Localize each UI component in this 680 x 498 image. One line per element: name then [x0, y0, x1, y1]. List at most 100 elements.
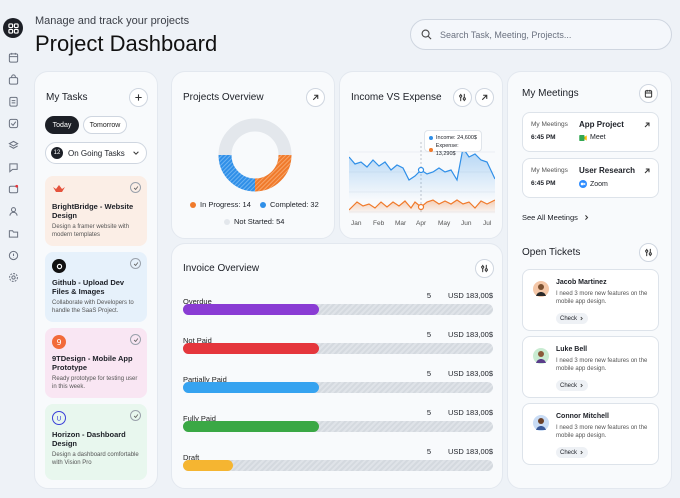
donut-segment-completed — [218, 154, 256, 192]
task-check-icon[interactable] — [130, 182, 141, 193]
right-panel: My Meetings My Meetings 6:45 PM App Proj… — [507, 71, 672, 489]
chevron-right-icon — [580, 450, 583, 455]
task-check-icon[interactable] — [130, 410, 141, 421]
alert-mail-icon[interactable] — [4, 180, 22, 198]
my-meetings-title: My Meetings — [522, 88, 579, 99]
invoice-amount: USD 183,00$ — [447, 369, 493, 378]
tick-label: Jun — [461, 220, 472, 227]
tooltip-expense: Expense: 13,290$ — [435, 143, 459, 157]
avatar — [533, 415, 549, 431]
settings-icon[interactable] — [4, 268, 22, 286]
meeting-card[interactable]: My Meetings 6:45 PM User Research Zoom — [522, 158, 659, 198]
invoice-row-draft[interactable]: Draft 5 USD 183,00$ — [183, 447, 493, 471]
meeting-card[interactable]: My Meetings 6:45 PM App Project Meet — [522, 112, 659, 152]
filter-button[interactable] — [475, 259, 494, 278]
task-desc: Design a dashboard comfortable with Visi… — [52, 452, 139, 466]
task-desc: Ready prototype for testing user in this… — [52, 376, 138, 390]
legend-in-progress: In Progress: 14 — [190, 200, 251, 209]
task-card[interactable]: U Horizon - Dashboard Design Design a da… — [45, 404, 147, 480]
brightbridge-logo-icon — [52, 183, 66, 197]
tick-label: Jul — [483, 220, 492, 227]
income-point-marker — [417, 166, 425, 174]
arrow-up-right-icon[interactable] — [643, 121, 651, 129]
task-filter-dropdown[interactable]: 12 On Going Tasks — [45, 142, 147, 164]
invoice-count: 5 — [426, 408, 431, 417]
check-button[interactable]: Check — [556, 447, 588, 458]
folder-icon[interactable] — [4, 224, 22, 242]
see-all-meetings-link[interactable]: See All Meetings — [522, 213, 590, 222]
expand-button[interactable] — [475, 88, 494, 107]
horizon-logo-icon: U — [52, 411, 66, 425]
ticket-message: I need 3 more new features on the mobile… — [556, 425, 648, 439]
sliders-icon — [459, 93, 466, 102]
income-expense-title: Income VS Expense — [351, 92, 442, 103]
task-desc: Design a framer website with modern temp… — [52, 224, 130, 238]
invoice-overview-title: Invoice Overview — [183, 263, 260, 274]
meeting-name: User Research — [579, 166, 636, 175]
invoice-row-partially-paid[interactable]: Partially Paid 5 USD 183,00$ — [183, 369, 493, 393]
invoice-count: 5 — [426, 330, 431, 339]
invoice-bar-fill — [183, 304, 320, 315]
check-square-icon[interactable] — [4, 114, 22, 132]
invoice-label: Not Paid — [183, 336, 212, 345]
donut-segment-in-progress — [254, 154, 292, 192]
open-tickets-title: Open Tickets — [522, 247, 581, 258]
search-input[interactable] — [440, 29, 660, 40]
expense-point-marker — [417, 203, 425, 211]
page-subtitle: Manage and track your projects — [35, 15, 190, 27]
task-check-icon[interactable] — [130, 334, 141, 345]
tab-tomorrow[interactable]: Tomorrow — [83, 116, 127, 134]
tab-today[interactable]: Today — [45, 116, 79, 134]
invoice-amount: USD 183,00$ — [447, 330, 493, 339]
help-icon[interactable] — [4, 246, 22, 264]
chevron-down-icon — [133, 151, 139, 155]
chevron-right-icon — [584, 215, 589, 220]
arrow-up-right-icon[interactable] — [643, 167, 651, 175]
invoice-progress-bar — [183, 304, 493, 315]
task-card[interactable]: BrightBridge - Website Design Design a f… — [45, 176, 147, 246]
chart-tooltip: Income: 24,600$ Expense: 13,290$ — [424, 130, 482, 157]
task-check-icon[interactable] — [130, 258, 141, 269]
invoice-progress-bar — [183, 421, 493, 432]
invoice-count: 5 — [426, 447, 431, 456]
ticket-card[interactable]: Connor Mitchell I need 3 more new featur… — [522, 403, 659, 465]
task-title: Github - Upload Dev Files & Images — [52, 278, 125, 296]
clipboard-icon[interactable] — [4, 92, 22, 110]
ticket-card[interactable]: Jacob Martinez I need 3 more new feature… — [522, 269, 659, 331]
calendar-icon[interactable] — [4, 48, 22, 66]
grid-icon[interactable] — [3, 18, 23, 38]
legend-not-started: Not Started: 54 — [224, 217, 284, 226]
calendar-button[interactable] — [639, 84, 658, 103]
ticket-card[interactable]: Luke Bell I need 3 more new features on … — [522, 336, 659, 398]
expand-button[interactable] — [306, 88, 325, 107]
task-card[interactable]: 9 9TDesign - Mobile App Prototype Ready … — [45, 328, 147, 398]
invoice-progress-bar — [183, 343, 493, 354]
check-button[interactable]: Check — [556, 380, 588, 391]
layers-icon[interactable] — [4, 136, 22, 154]
invoice-amount: USD 183,00$ — [447, 447, 493, 456]
invoice-label: Fully Paid — [183, 414, 216, 423]
invoice-overview-card: Invoice Overview Overdue 5 USD 183,00$ N… — [171, 243, 503, 489]
filter-button[interactable] — [639, 243, 658, 262]
add-task-button[interactable] — [129, 88, 148, 107]
meeting-label: My Meetings — [531, 121, 568, 128]
check-button[interactable]: Check — [556, 313, 588, 324]
invoice-row-fully-paid[interactable]: Fully Paid 5 USD 183,00$ — [183, 408, 493, 432]
ticket-name: Luke Bell — [556, 346, 588, 353]
users-icon[interactable] — [4, 202, 22, 220]
chevron-right-icon — [580, 383, 583, 388]
bag-icon[interactable] — [4, 70, 22, 88]
svg-text:U: U — [57, 414, 62, 422]
filter-button[interactable] — [453, 88, 472, 107]
page-title: Project Dashboard — [35, 31, 218, 56]
tooltip-income: Income: 24,600$ — [436, 135, 477, 141]
chat-icon[interactable] — [4, 158, 22, 176]
invoice-row-not-paid[interactable]: Not Paid 5 USD 183,00$ — [183, 330, 493, 354]
invoice-bar-fill — [183, 460, 233, 471]
ticket-name: Jacob Martinez — [556, 279, 607, 286]
svg-text:9: 9 — [56, 338, 61, 347]
legend-label: Completed: 32 — [270, 200, 319, 209]
search-bar[interactable] — [410, 19, 672, 50]
invoice-row-overdue[interactable]: Overdue 5 USD 183,00$ — [183, 291, 493, 315]
task-card[interactable]: Github - Upload Dev Files & Images Colla… — [45, 252, 147, 322]
